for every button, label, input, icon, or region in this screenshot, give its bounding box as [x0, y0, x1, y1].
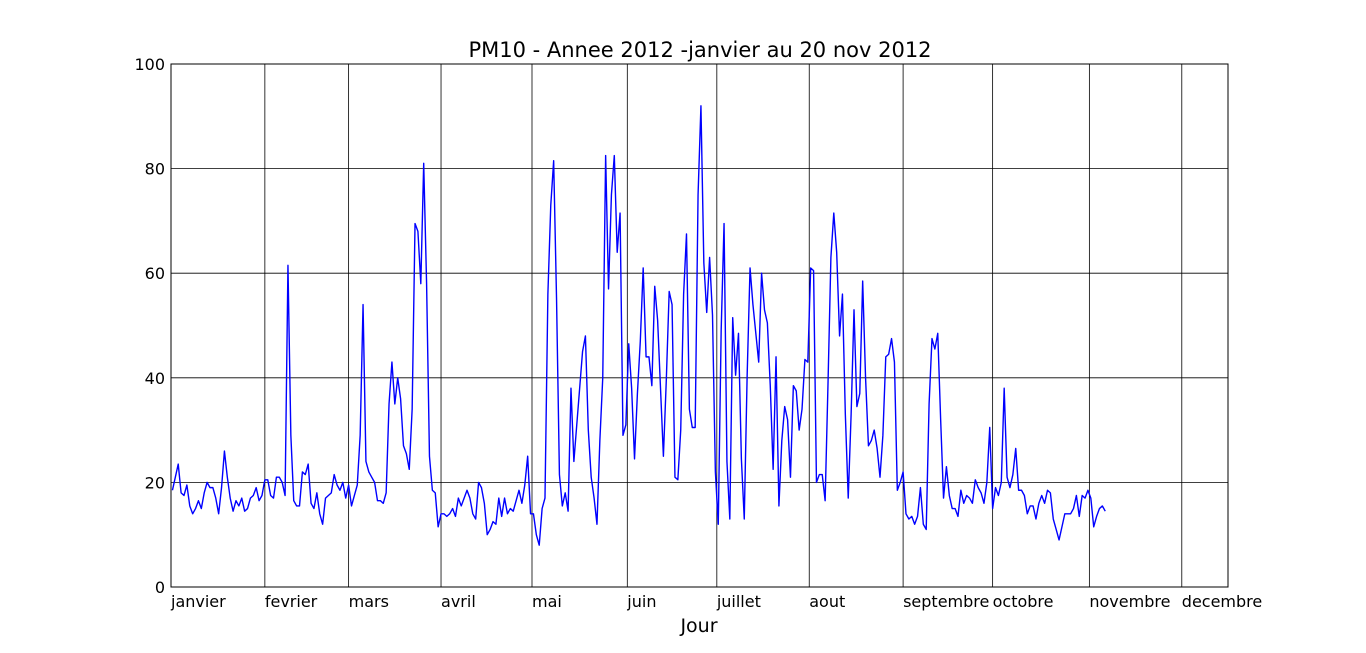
- x-tick-label: septembre: [903, 592, 989, 611]
- x-tick-label: juin: [626, 592, 656, 611]
- y-tick-label: 80: [145, 160, 165, 179]
- y-tick-label: 60: [145, 264, 165, 283]
- y-tick-label: 100: [134, 55, 165, 74]
- y-tick-label: 0: [155, 578, 165, 597]
- y-axis: 0 20 40 60 80 100: [134, 55, 165, 597]
- chart-title: PM10 - Annee 2012 -janvier au 20 nov 201…: [468, 38, 931, 62]
- x-tick-label: janvier: [170, 592, 226, 611]
- x-tick-label: novembre: [1089, 592, 1170, 611]
- x-tick-label: octobre: [993, 592, 1054, 611]
- x-tick-label: mars: [349, 592, 389, 611]
- series-line: [171, 105, 1106, 546]
- x-tick-label: fevrier: [265, 592, 318, 611]
- series-points: [172, 105, 1106, 546]
- x-tick-label: mai: [532, 592, 562, 611]
- x-tick-label: aout: [809, 592, 845, 611]
- x-tick-label: juillet: [716, 592, 761, 611]
- y-tick-label: 20: [145, 473, 165, 492]
- x-tick-label: avril: [441, 592, 476, 611]
- data-series: [171, 105, 1106, 546]
- plot-frame: [170, 63, 1229, 588]
- x-axis-label: Jour: [679, 615, 717, 637]
- x-axis: janvier fevrier mars avril mai juin juillet aou…: [170, 592, 1262, 611]
- x-tick-label: decembre: [1182, 592, 1262, 611]
- y-tick-label: 40: [145, 369, 165, 388]
